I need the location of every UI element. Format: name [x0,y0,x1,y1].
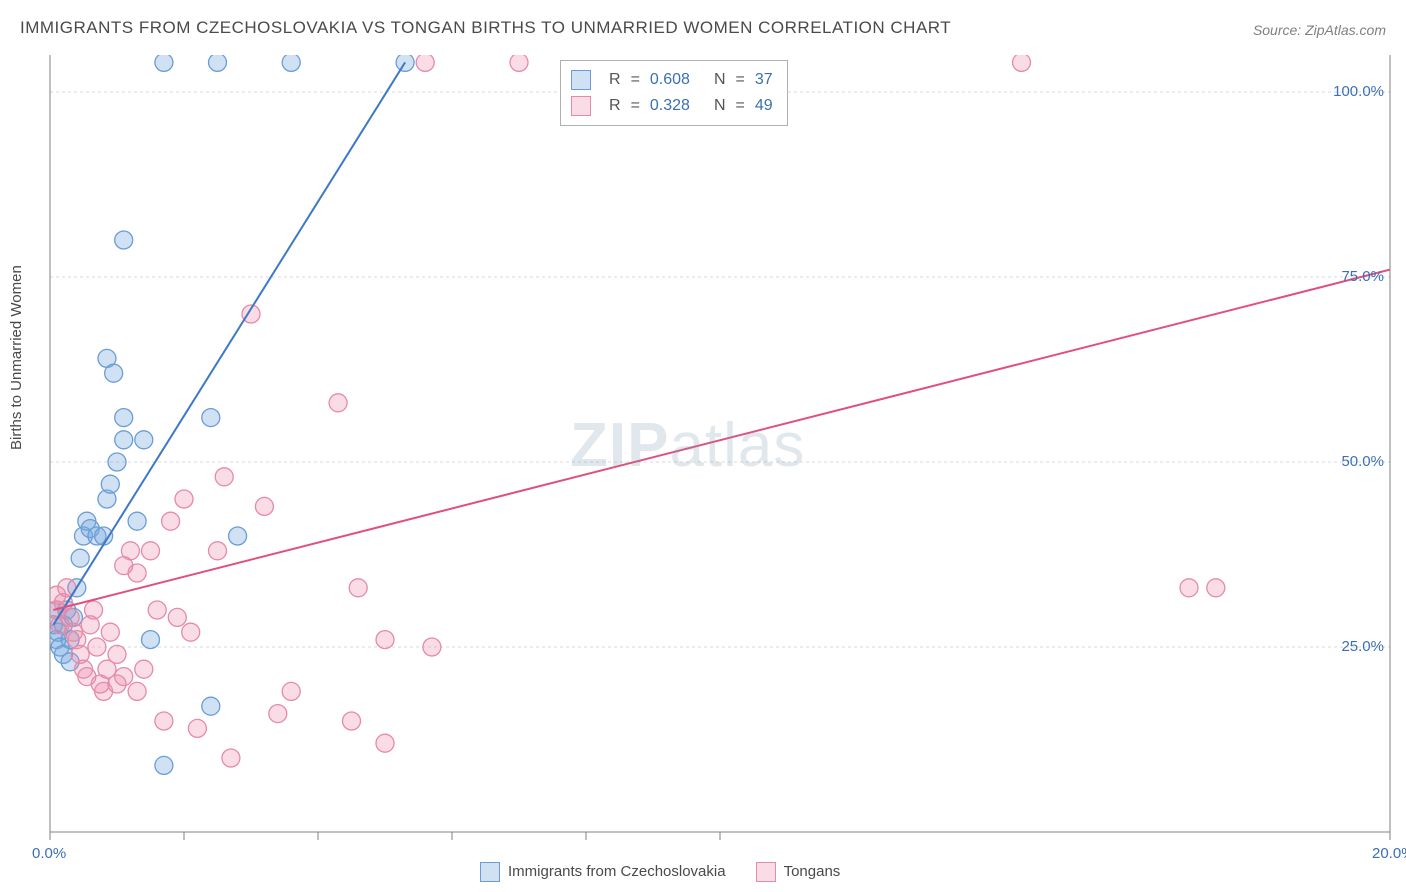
czech-point [71,549,89,567]
x-tick-label: 20.0% [1372,845,1406,862]
tongan-point [128,564,146,582]
czech-point [115,231,133,249]
tongan-point [1180,579,1198,597]
tongan-point [215,468,233,486]
stat-r-label: R [609,67,621,93]
stat-eq: = [736,67,745,93]
stat-row-tongan: R = 0.328 N = 49 [571,93,773,119]
tongan-point [188,719,206,737]
tongan-point [168,608,186,626]
czech-point [209,53,227,71]
stat-n-value: 37 [755,67,773,93]
tongan-point [510,53,528,71]
legend-swatch [480,862,500,882]
legend-label: Immigrants from Czechoslovakia [508,863,726,880]
stat-n-label: N [714,93,726,119]
czech-point [155,756,173,774]
tongan-point [128,682,146,700]
y-tick-label: 25.0% [1341,638,1384,655]
czech-point [128,512,146,530]
tongan-point [142,542,160,560]
stat-row-czech: R = 0.608 N = 37 [571,67,773,93]
tongan-point [115,668,133,686]
czech-point [202,409,220,427]
tongan-point [155,712,173,730]
czech-point [202,697,220,715]
tongan-point [376,734,394,752]
tongan-point [121,542,139,560]
stat-eq: = [736,93,745,119]
czech-point [135,431,153,449]
legend-label: Tongans [784,863,841,880]
tongan-point [101,623,119,641]
czech-point [229,527,247,545]
tongan-point [269,705,287,723]
scatter-plot [0,0,1406,892]
stat-n-label: N [714,67,726,93]
stat-r-label: R [609,93,621,119]
stat-r-value: 0.608 [650,67,690,93]
czech-point [105,364,123,382]
tongan-point [423,638,441,656]
x-tick-label: 0.0% [32,845,66,862]
stat-eq: = [631,67,640,93]
y-tick-label: 75.0% [1341,268,1384,285]
tongan-point [182,623,200,641]
czech-point [108,453,126,471]
czech-point [282,53,300,71]
chart-container: IMMIGRANTS FROM CZECHOSLOVAKIA VS TONGAN… [0,0,1406,892]
tongan-point [255,497,273,515]
legend-swatch [756,862,776,882]
tongan-point [329,394,347,412]
tongan-point [162,512,180,530]
czech-point [115,409,133,427]
czech-point [155,53,173,71]
tongan-point [175,490,193,508]
legend-swatch [571,70,591,90]
czech-point [101,475,119,493]
tongan-point [222,749,240,767]
czech-point [115,431,133,449]
tongan-point [108,645,126,663]
tongan-point [1207,579,1225,597]
tongan-point [148,601,166,619]
tongan-point [376,631,394,649]
tongan-point [349,579,367,597]
bottom-legend: Immigrants from Czechoslovakia Tongans [480,862,840,882]
tongan-point [85,601,103,619]
tongan-point [416,53,434,71]
tongan-point [282,682,300,700]
legend-item-tongan: Tongans [756,862,841,882]
legend-item-czech: Immigrants from Czechoslovakia [480,862,726,882]
tongan-point [343,712,361,730]
tongan-point [1013,53,1031,71]
stat-n-value: 49 [755,93,773,119]
czech-point [142,631,160,649]
tongan-point [209,542,227,560]
correlation-stats-box: R = 0.608 N = 37 R = 0.328 N = 49 [560,60,788,126]
y-tick-label: 50.0% [1341,453,1384,470]
stat-r-value: 0.328 [650,93,690,119]
tongan-point [88,638,106,656]
tongan-point [135,660,153,678]
legend-swatch [571,96,591,116]
stat-eq: = [631,93,640,119]
y-tick-label: 100.0% [1333,83,1384,100]
